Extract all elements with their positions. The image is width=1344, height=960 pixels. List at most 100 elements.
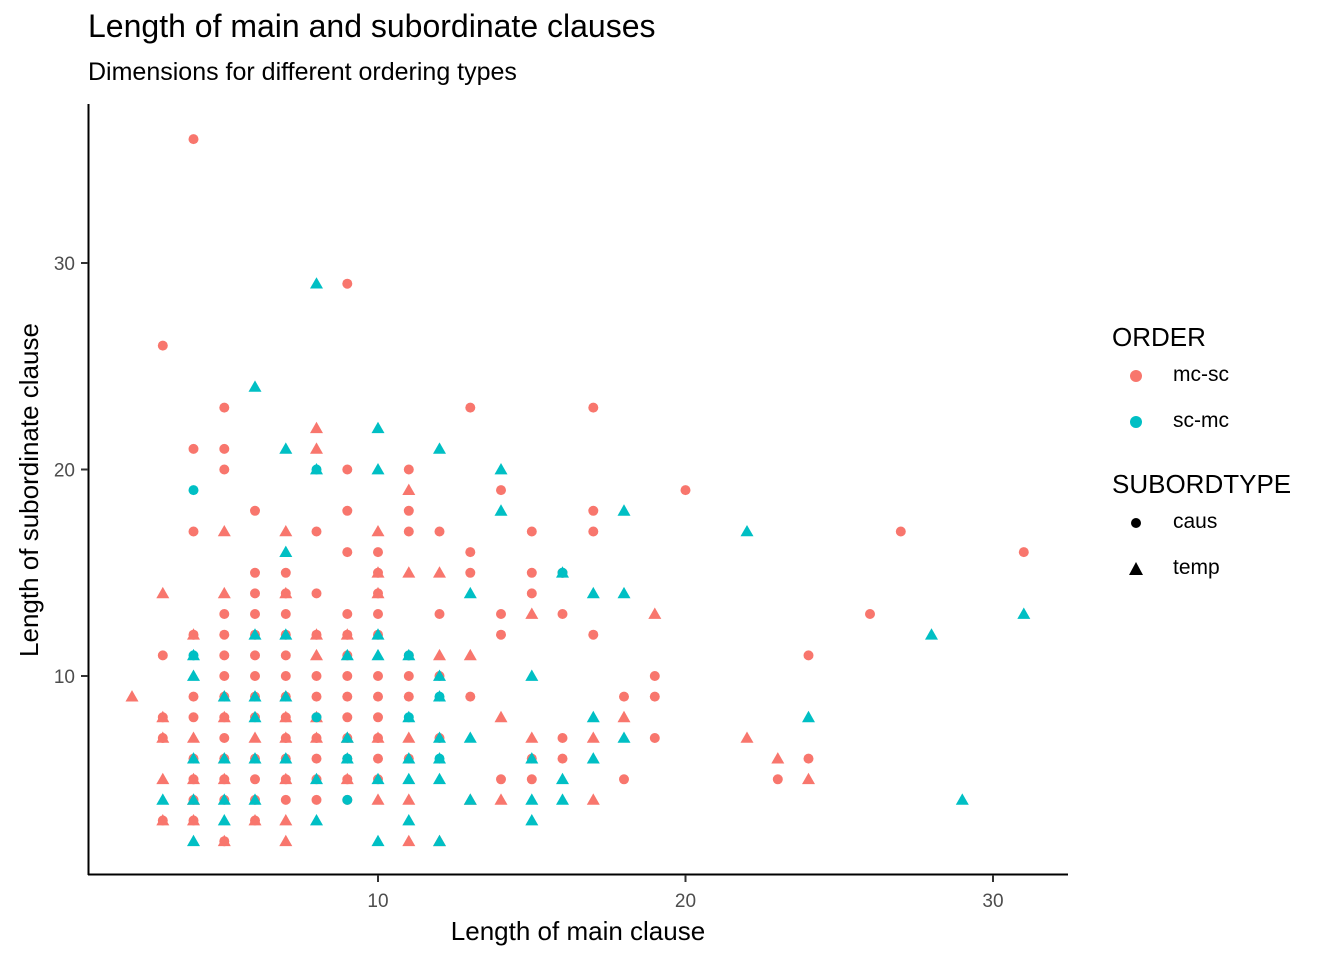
data-point-mc-sc-caus — [496, 629, 506, 640]
data-point-mc-sc-temp — [156, 772, 170, 785]
data-point-mc-sc-temp — [156, 814, 170, 826]
legend-item-caus: caus — [1112, 500, 1337, 546]
data-point-sc-mc-temp — [433, 834, 446, 847]
legend-subordtype-title: SUBORDTYPE — [1112, 469, 1292, 499]
data-point-mc-sc-caus — [588, 629, 599, 640]
data-point-mc-sc-temp — [217, 525, 231, 537]
data-point-sc-mc-temp — [217, 814, 231, 826]
data-point-mc-sc-caus — [219, 733, 230, 743]
data-point-mc-sc-temp — [525, 731, 539, 743]
data-point-mc-sc-caus — [619, 774, 629, 785]
data-point-sc-mc-temp — [340, 731, 354, 743]
data-point-mc-sc-caus — [434, 526, 445, 537]
data-point-mc-sc-temp — [279, 834, 293, 847]
y-tick-label: 10 — [54, 667, 75, 688]
data-point-mc-sc-caus — [280, 671, 291, 681]
data-point-mc-sc-caus — [895, 526, 906, 537]
data-point-mc-sc-caus — [526, 526, 537, 537]
data-point-mc-sc-caus — [557, 733, 568, 743]
data-point-mc-sc-temp — [494, 710, 508, 723]
legend-item-label: temp — [1173, 556, 1220, 579]
data-point-mc-sc-temp — [217, 772, 231, 785]
data-point-mc-sc-caus — [280, 794, 291, 805]
data-point-mc-sc-caus — [373, 609, 383, 619]
data-point-mc-sc-temp — [279, 731, 293, 743]
data-point-mc-sc-caus — [311, 753, 322, 764]
legend-order: ORDER mc-sc sc-mc — [1112, 322, 1337, 445]
data-point-mc-sc-caus — [342, 691, 353, 702]
data-point-mc-sc-temp — [310, 648, 323, 661]
data-point-mc-sc-caus — [496, 774, 506, 785]
data-point-sc-mc-temp — [371, 834, 385, 847]
data-point-sc-mc-temp — [955, 793, 969, 805]
data-point-mc-sc-caus — [373, 753, 383, 764]
legend-order-title: ORDER — [1112, 322, 1206, 352]
data-point-mc-sc-caus — [311, 671, 322, 681]
data-point-mc-sc-caus — [373, 712, 383, 723]
data-point-sc-mc-temp — [925, 628, 938, 640]
data-point-sc-mc-temp — [248, 690, 262, 702]
circle-shape-icon — [1131, 518, 1141, 528]
data-point-sc-mc-temp — [617, 731, 631, 743]
data-point-mc-sc-caus — [803, 753, 814, 764]
data-point-mc-sc-caus — [465, 402, 476, 413]
data-point-mc-sc-temp — [217, 710, 231, 723]
data-point-sc-mc-temp — [310, 814, 323, 826]
data-point-mc-sc-caus — [280, 609, 291, 619]
data-point-mc-sc-caus — [219, 464, 230, 475]
data-point-mc-sc-caus — [465, 567, 476, 578]
data-point-mc-sc-temp — [371, 731, 385, 743]
data-point-sc-mc-temp — [586, 710, 600, 723]
data-point-mc-sc-caus — [557, 609, 568, 619]
data-point-mc-sc-caus — [588, 526, 599, 537]
data-point-sc-mc-temp — [279, 628, 293, 640]
data-point-mc-sc-caus — [219, 609, 230, 619]
data-point-mc-sc-temp — [586, 731, 600, 743]
data-point-sc-mc-temp — [556, 566, 569, 578]
data-point-mc-sc-caus — [465, 691, 476, 702]
data-point-sc-mc-temp — [617, 586, 631, 599]
chart-title: Length of main and subordinate clauses — [88, 8, 656, 44]
data-point-mc-sc-caus — [219, 443, 230, 454]
data-point-sc-mc-temp — [310, 277, 323, 289]
data-point-mc-sc-caus — [311, 691, 322, 702]
data-point-mc-sc-temp — [433, 566, 446, 578]
data-point-sc-mc-temp — [340, 648, 354, 661]
data-point-mc-sc-caus — [188, 712, 199, 723]
data-point-mc-sc-caus — [588, 402, 599, 413]
data-point-sc-mc-temp — [310, 772, 323, 785]
data-point-mc-sc-temp — [402, 834, 416, 847]
data-point-mc-sc-caus — [219, 402, 230, 413]
data-point-mc-sc-temp — [279, 586, 293, 599]
data-point-mc-sc-temp — [310, 731, 323, 743]
legend-item-label: sc-mc — [1173, 409, 1229, 432]
data-point-mc-sc-caus — [250, 650, 260, 661]
data-point-mc-sc-temp — [648, 607, 662, 619]
data-point-mc-sc-caus — [250, 774, 260, 785]
legend-item-mc-sc: mc-sc — [1112, 353, 1337, 399]
data-point-mc-sc-caus — [188, 443, 199, 454]
legend-dot-teal — [1130, 416, 1142, 428]
legend-item-sc-mc: sc-mc — [1112, 399, 1337, 445]
data-point-mc-sc-temp — [371, 525, 385, 537]
data-point-mc-sc-temp — [310, 421, 323, 434]
data-point-mc-sc-caus — [157, 340, 168, 351]
data-point-sc-mc-temp — [248, 380, 262, 392]
data-point-mc-sc-caus — [219, 629, 230, 640]
data-point-mc-sc-caus — [280, 567, 291, 578]
data-point-mc-sc-temp — [586, 793, 600, 805]
data-point-mc-sc-caus — [219, 671, 230, 681]
data-point-mc-sc-temp — [433, 648, 446, 661]
data-point-sc-mc-temp — [340, 752, 354, 764]
data-point-mc-sc-temp — [402, 731, 416, 743]
data-point-mc-sc-temp — [371, 566, 385, 578]
data-point-mc-sc-caus — [526, 588, 537, 599]
data-point-mc-sc-caus — [250, 588, 260, 599]
data-point-sc-mc-temp — [187, 669, 200, 681]
data-point-sc-mc-temp — [586, 752, 600, 764]
data-point-mc-sc-caus — [403, 691, 414, 702]
ticks-layer: 10 20 30 10 20 30 — [54, 254, 1004, 912]
data-point-sc-mc-temp — [556, 793, 569, 805]
data-point-mc-sc-caus — [465, 547, 476, 558]
